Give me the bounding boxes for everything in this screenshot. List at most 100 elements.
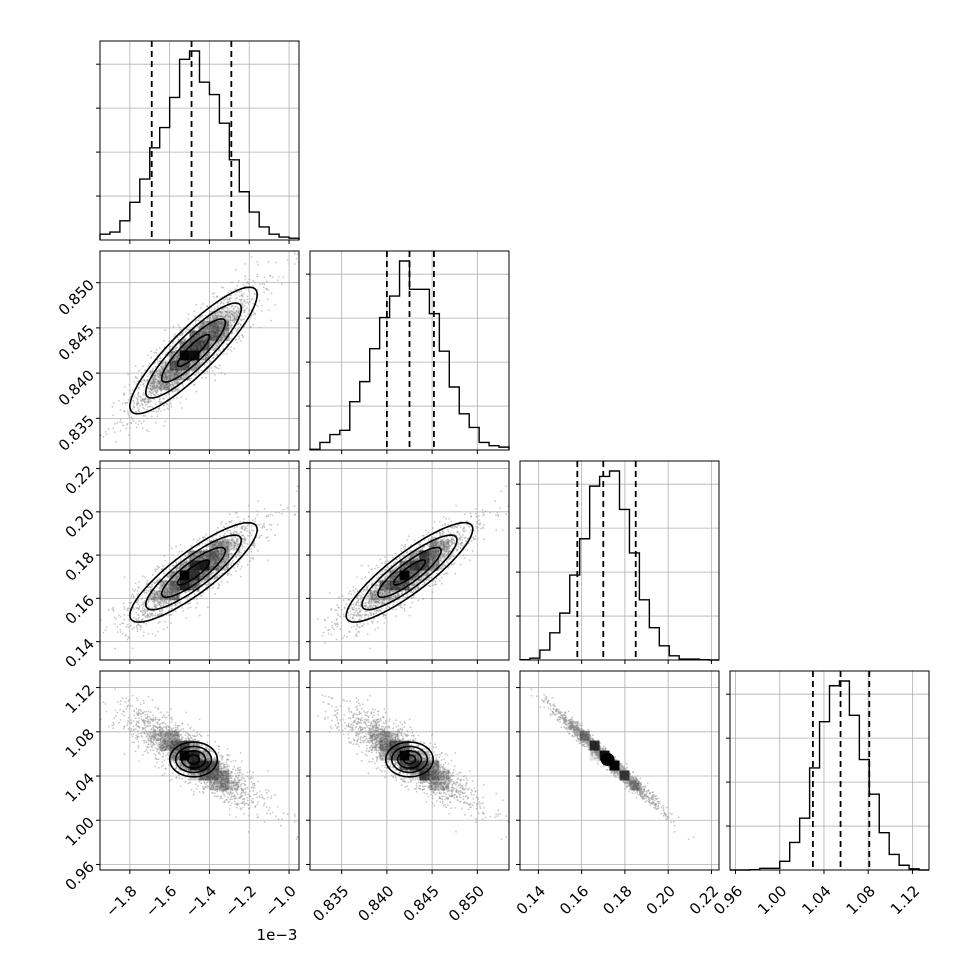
sample-point: [231, 520, 233, 522]
sample-point: [124, 576, 126, 578]
sample-point: [129, 602, 131, 604]
sample-point: [211, 367, 213, 369]
sample-point: [383, 622, 385, 624]
sample-point: [138, 623, 140, 625]
sample-point: [254, 521, 256, 523]
sample-point: [145, 623, 147, 625]
sample-point: [214, 366, 216, 368]
sample-point: [227, 581, 229, 583]
sample-point: [336, 613, 338, 615]
sample-point: [105, 629, 107, 631]
sample-point: [353, 586, 355, 588]
sample-point: [171, 548, 173, 550]
sample-point: [170, 403, 172, 405]
sample-point: [377, 567, 379, 569]
sample-point: [252, 519, 254, 521]
sample-point: [243, 518, 245, 520]
sample-point: [122, 424, 124, 426]
sample-point: [229, 521, 231, 523]
sample-point: [123, 606, 125, 608]
sample-point: [108, 428, 110, 430]
sample-point: [469, 559, 471, 561]
sample-point: [133, 627, 135, 629]
sample-point: [174, 333, 176, 335]
sample-point: [144, 576, 146, 578]
sample-point: [173, 326, 175, 328]
sample-point: [126, 626, 128, 628]
sample-point: [331, 621, 333, 623]
sample-point: [272, 276, 274, 278]
sample-point: [181, 396, 183, 398]
sample-point: [141, 373, 143, 375]
sample-point: [188, 313, 190, 315]
sample-point: [264, 283, 266, 285]
sample-point: [120, 616, 122, 618]
sample-point: [277, 524, 279, 526]
sample-point: [133, 596, 135, 598]
sample-point: [216, 367, 218, 369]
sample-point: [374, 629, 376, 631]
sample-point: [207, 606, 209, 608]
sample-point: [277, 279, 279, 281]
sample-point: [202, 536, 204, 538]
sample-point: [127, 411, 129, 413]
sample-point: [122, 633, 124, 635]
sample-point: [434, 521, 436, 523]
sample-point: [114, 648, 116, 650]
sample-point: [280, 246, 282, 248]
sample-point: [187, 607, 189, 609]
sample-point: [182, 610, 184, 612]
sample-point: [237, 342, 239, 344]
sample-point: [267, 289, 269, 291]
sample-point: [191, 545, 193, 547]
sample-point: [167, 403, 169, 405]
sample-point: [168, 408, 170, 410]
sample-point: [193, 539, 195, 541]
sample-point: [268, 515, 270, 517]
sample-point: [294, 253, 296, 255]
sample-point: [271, 292, 273, 294]
sample-point: [195, 391, 197, 393]
sample-point: [331, 625, 333, 627]
sample-point: [225, 523, 227, 525]
sample-point: [217, 527, 219, 529]
sample-point: [141, 423, 143, 425]
sample-point: [157, 631, 159, 633]
sample-point: [131, 595, 133, 597]
sample-point: [296, 258, 298, 260]
sample-point: [209, 588, 211, 590]
sample-point: [112, 608, 114, 610]
sample-point: [130, 427, 132, 429]
sample-point: [118, 400, 120, 402]
sample-point: [158, 408, 160, 410]
sample-point: [167, 626, 169, 628]
sample-point: [206, 371, 208, 373]
sample-point: [257, 500, 259, 502]
sample-point: [283, 509, 285, 511]
sample-point: [280, 504, 282, 506]
sample-point: [355, 588, 357, 590]
sample-point: [103, 632, 105, 634]
sample-point: [214, 593, 216, 595]
sample-point: [130, 393, 132, 395]
sample-point: [297, 253, 299, 255]
sample-point: [151, 416, 153, 418]
sample-point: [257, 261, 259, 263]
sample-point: [144, 369, 146, 371]
sample-point: [128, 619, 130, 621]
sample-point: [105, 431, 107, 433]
sample-point: [112, 414, 114, 416]
sample-point: [238, 280, 240, 282]
sample-point: [247, 554, 249, 556]
sample-point: [152, 574, 154, 576]
sample-point: [266, 515, 268, 517]
sample-point: [233, 348, 235, 350]
sample-point: [196, 304, 198, 306]
sample-point: [409, 615, 411, 617]
sample-point: [264, 508, 266, 510]
sample-point: [343, 599, 345, 601]
sample-point: [223, 353, 225, 355]
sample-point: [135, 583, 137, 585]
sample-point: [117, 422, 119, 424]
sample-point: [164, 405, 166, 407]
